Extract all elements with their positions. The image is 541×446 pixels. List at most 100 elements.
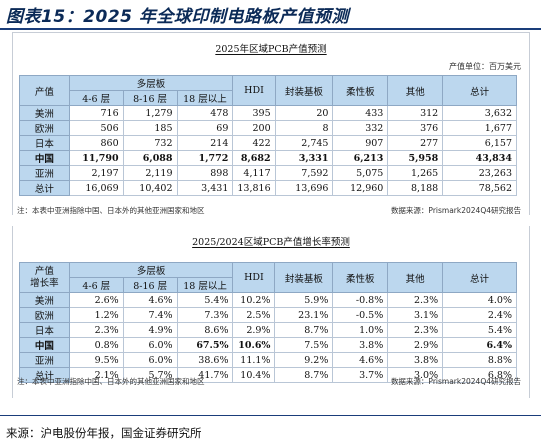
value-cell: 3.7% (332, 367, 389, 383)
table2-panel: 2025/2024区域PCB产值增长率预测 产值 增长率 多层板 HDI 封装基… (12, 226, 530, 398)
value-cell: 7.4% (122, 307, 178, 323)
region-cell: 亚洲 (19, 352, 70, 368)
total-header: 总计 (442, 262, 517, 293)
value-cell: 10.2% (232, 292, 276, 308)
value-cell: 8,188 (387, 180, 444, 196)
value-cell: -0.8% (332, 292, 389, 308)
value-cell: 312 (387, 105, 444, 121)
value-cell: 4.9% (122, 322, 178, 338)
table-row: 欧洲 1.2% 7.4% 7.3% 2.5% 23.1% -0.5% 3.1% 2.4% (19, 307, 517, 323)
value-cell: 907 (332, 135, 389, 151)
region-cell: 美洲 (19, 105, 70, 121)
value-cell: 860 (68, 135, 124, 151)
value-cell: 8.7% (274, 367, 334, 383)
region-cell: 总计 (19, 180, 70, 196)
value-cell: 6.0% (122, 352, 178, 368)
substrate-header: 封装基板 (274, 262, 334, 293)
value-cell: 1,279 (122, 105, 178, 121)
value-cell: 12,960 (332, 180, 389, 196)
region-cell: 中国 (19, 337, 70, 353)
value-cell: 6,213 (332, 150, 389, 166)
sub-header-8-16: 8-16 层 (122, 90, 178, 106)
value-cell: 8.8% (442, 352, 517, 368)
value-cell: 8.6% (176, 322, 234, 338)
sub-header-18plus: 18 层以上 (176, 277, 234, 293)
value-cell: 10.4% (232, 367, 276, 383)
value-cell: 4.6% (122, 292, 178, 308)
sub-header-4-6: 4-6 层 (68, 277, 124, 293)
value-cell: 478 (176, 105, 234, 121)
table-row: 亚洲 2,197 2,119 898 4,117 7,592 5,075 1,265 23,26… (19, 165, 517, 181)
value-cell: 7.5% (274, 337, 334, 353)
value-cell: 16,069 (68, 180, 124, 196)
table2: 产值 增长率 多层板 HDI 封装基板 柔性板 其他 总计 4-6 层 8-16… (19, 262, 517, 383)
value-cell: 7,592 (274, 165, 334, 181)
value-cell: 6.4% (442, 337, 517, 353)
sub-header-18plus: 18 层以上 (176, 90, 234, 106)
value-cell: 6,157 (442, 135, 517, 151)
value-cell: 2.3% (387, 322, 444, 338)
value-cell: 4.6% (332, 352, 389, 368)
hdi-header: HDI (232, 262, 276, 293)
value-cell: 6.0% (122, 337, 178, 353)
flex-header: 柔性板 (332, 262, 389, 293)
value-cell: 43,834 (442, 150, 517, 166)
table-row: 总计 16,069 10,402 3,431 13,816 13,696 12,960 8,1… (19, 180, 517, 196)
region-header: 产值 (19, 75, 70, 106)
sub-header-8-16: 8-16 层 (122, 277, 178, 293)
value-cell: 6,088 (122, 150, 178, 166)
value-cell: 1,677 (442, 120, 517, 136)
value-cell: 2.3% (387, 292, 444, 308)
value-cell: 8,682 (232, 150, 276, 166)
value-cell: 2.5% (232, 307, 276, 323)
value-cell: 3,431 (176, 180, 234, 196)
table-row: 美洲 716 1,279 478 395 20 433 312 3,632 (19, 105, 517, 121)
table-row: 中国 11,790 6,088 1,772 8,682 3,331 6,213 5,958 43… (19, 150, 517, 166)
value-cell: 5.4% (176, 292, 234, 308)
table2-note: 注：本表中亚洲指除中国、日本外的其他亚洲国家和地区 (17, 377, 205, 386)
value-cell: 5.9% (274, 292, 334, 308)
hdi-header: HDI (232, 75, 276, 106)
table1-unit: 产值单位：百万美元 (449, 62, 521, 71)
region-cell: 欧洲 (19, 120, 70, 136)
table1-note: 注：本表中亚洲指除中国、日本外的其他亚洲国家和地区 (17, 206, 205, 215)
region-cell: 总计 (19, 367, 70, 383)
value-cell: 3.0% (387, 367, 444, 383)
value-cell: 9.2% (274, 352, 334, 368)
value-cell: 2.9% (232, 322, 276, 338)
value-cell: 214 (176, 135, 234, 151)
value-cell: 13,816 (232, 180, 276, 196)
value-cell: 78,562 (442, 180, 517, 196)
value-cell: 2,119 (122, 165, 178, 181)
value-cell: 6.8% (442, 367, 517, 383)
table-row: 欧洲 506 185 69 200 8 332 376 1,677 (19, 120, 517, 136)
table-row: 日本 2.3% 4.9% 8.6% 2.9% 8.7% 1.0% 2.3% 5.4% (19, 322, 517, 338)
value-cell: 11,790 (68, 150, 124, 166)
value-cell: 433 (332, 105, 389, 121)
region-cell: 欧洲 (19, 307, 70, 323)
value-cell: 5.4% (442, 322, 517, 338)
value-cell: 422 (232, 135, 276, 151)
value-cell: 13,696 (274, 180, 334, 196)
value-cell: 10,402 (122, 180, 178, 196)
figure-source: 来源：沪电股份年报，国金证券研究所 (6, 426, 202, 440)
value-cell: 10.6% (232, 337, 276, 353)
value-cell: 395 (232, 105, 276, 121)
value-cell: 38.6% (176, 352, 234, 368)
value-cell: 3,632 (442, 105, 517, 121)
figure-title: 图表15：2025 年全球印制电路板产值预测 (6, 7, 349, 27)
value-cell: 332 (332, 120, 389, 136)
value-cell: 2,197 (68, 165, 124, 181)
value-cell: 3.8% (332, 337, 389, 353)
value-cell: 1,772 (176, 150, 234, 166)
value-cell: 41.7% (176, 367, 234, 383)
table2-title: 2025/2024区域PCB产值增长率预测 (192, 237, 350, 248)
region-cell: 亚洲 (19, 165, 70, 181)
region-header: 产值 增长率 (19, 262, 70, 293)
substrate-header: 封装基板 (274, 75, 334, 106)
value-cell: 1,265 (387, 165, 444, 181)
table1-source: 数据来源：Prismark2024Q4研究报告 (390, 206, 521, 215)
table-row: 中国 0.8% 6.0% 67.5% 10.6% 7.5% 3.8% 2.9% 6.4% (19, 337, 517, 353)
value-cell: 2,745 (274, 135, 334, 151)
table-row: 日本 860 732 214 422 2,745 907 277 6,157 (19, 135, 517, 151)
